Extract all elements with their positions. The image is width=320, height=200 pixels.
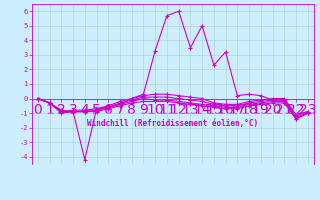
X-axis label: Windchill (Refroidissement éolien,°C): Windchill (Refroidissement éolien,°C)	[87, 119, 258, 128]
